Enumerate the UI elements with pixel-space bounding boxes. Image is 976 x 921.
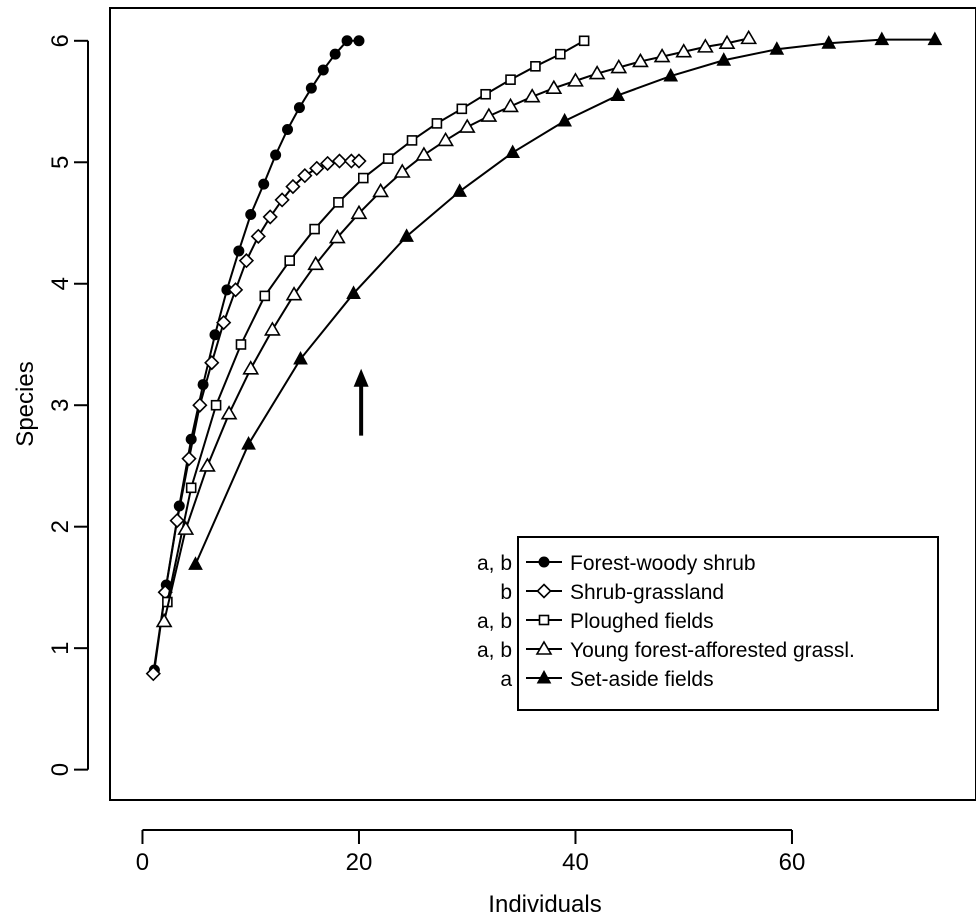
data-point <box>306 83 316 93</box>
legend-group-letter: a, b <box>477 639 512 662</box>
data-point <box>265 323 279 335</box>
data-point <box>271 150 281 160</box>
data-point <box>200 459 214 471</box>
data-point <box>234 246 244 256</box>
y-axis-label: Species <box>12 361 39 446</box>
data-point <box>342 36 352 46</box>
y-tick-label: 0 <box>47 763 74 776</box>
arrow-head <box>354 369 369 387</box>
data-point <box>236 340 245 349</box>
data-point <box>260 291 269 300</box>
data-point <box>556 50 565 59</box>
data-point <box>506 146 519 158</box>
legend-marker <box>539 557 549 567</box>
data-point <box>742 31 756 43</box>
legend-group-letter: a <box>500 668 512 691</box>
data-point <box>242 437 255 449</box>
data-point <box>252 230 265 243</box>
legend: a, b Forest-woody shrub b Shrub-grassland a,… <box>477 537 938 710</box>
data-point <box>318 65 328 75</box>
data-point <box>246 210 256 220</box>
data-point <box>506 75 515 84</box>
data-point <box>558 114 571 126</box>
y-tick-label: 6 <box>47 34 74 47</box>
data-point <box>193 399 206 412</box>
series-1 <box>149 36 364 675</box>
data-point <box>157 614 171 626</box>
legend-label: Set-aside fields <box>570 668 714 691</box>
data-point <box>212 401 221 410</box>
y-tick-label: 1 <box>47 641 74 654</box>
legend-label: Forest-woody shrub <box>570 552 756 575</box>
data-point <box>334 198 343 207</box>
data-point <box>482 109 496 121</box>
data-point <box>285 256 294 265</box>
annotation-layer <box>354 369 369 436</box>
data-point <box>183 452 196 465</box>
x-tick-label: 60 <box>779 849 806 876</box>
data-point <box>189 557 202 569</box>
legend-label: Young forest-afforested grassl. <box>570 639 855 662</box>
data-point <box>481 90 490 99</box>
data-point <box>264 210 277 223</box>
data-point <box>283 124 293 134</box>
y-tick-label: 3 <box>47 399 74 412</box>
x-tick-label: 0 <box>136 849 149 876</box>
data-point <box>229 283 242 296</box>
data-point <box>400 229 413 241</box>
x-tick-label: 20 <box>346 849 373 876</box>
legend-label: Shrub-grassland <box>570 581 724 604</box>
data-point <box>395 165 409 177</box>
legend-item: a, b Ploughed fields <box>477 610 714 633</box>
legend-group-letter: a, b <box>477 552 512 575</box>
y-tick-label: 5 <box>47 156 74 169</box>
data-point <box>531 62 540 71</box>
y-tick-label: 2 <box>47 520 74 533</box>
data-point <box>171 514 184 527</box>
data-point <box>453 184 466 196</box>
data-point <box>330 49 340 59</box>
data-point <box>457 104 466 113</box>
data-point <box>187 483 196 492</box>
data-point <box>580 36 589 45</box>
data-point <box>504 99 518 111</box>
series-line <box>164 38 749 621</box>
data-point <box>439 133 453 145</box>
series-line <box>154 41 359 670</box>
data-point <box>359 174 368 183</box>
data-point <box>408 136 417 145</box>
legend-marker <box>540 616 549 625</box>
data-point <box>432 119 441 128</box>
data-point <box>417 148 431 160</box>
data-point <box>244 362 258 374</box>
data-point <box>310 225 319 234</box>
data-point <box>384 154 393 163</box>
series-5 <box>189 33 941 570</box>
data-point <box>460 120 474 132</box>
x-tick-label: 40 <box>562 849 589 876</box>
data-point <box>354 36 364 46</box>
legend-group-letter: b <box>500 581 512 604</box>
legend-group-letter: a, b <box>477 610 512 633</box>
data-point <box>240 254 253 267</box>
data-point <box>259 179 269 189</box>
x-axis-label: Individuals <box>488 891 601 918</box>
data-point <box>222 407 236 419</box>
data-point <box>294 103 304 113</box>
series-2 <box>147 155 366 681</box>
legend-label: Ploughed fields <box>570 610 714 633</box>
y-tick-label: 4 <box>47 277 74 290</box>
